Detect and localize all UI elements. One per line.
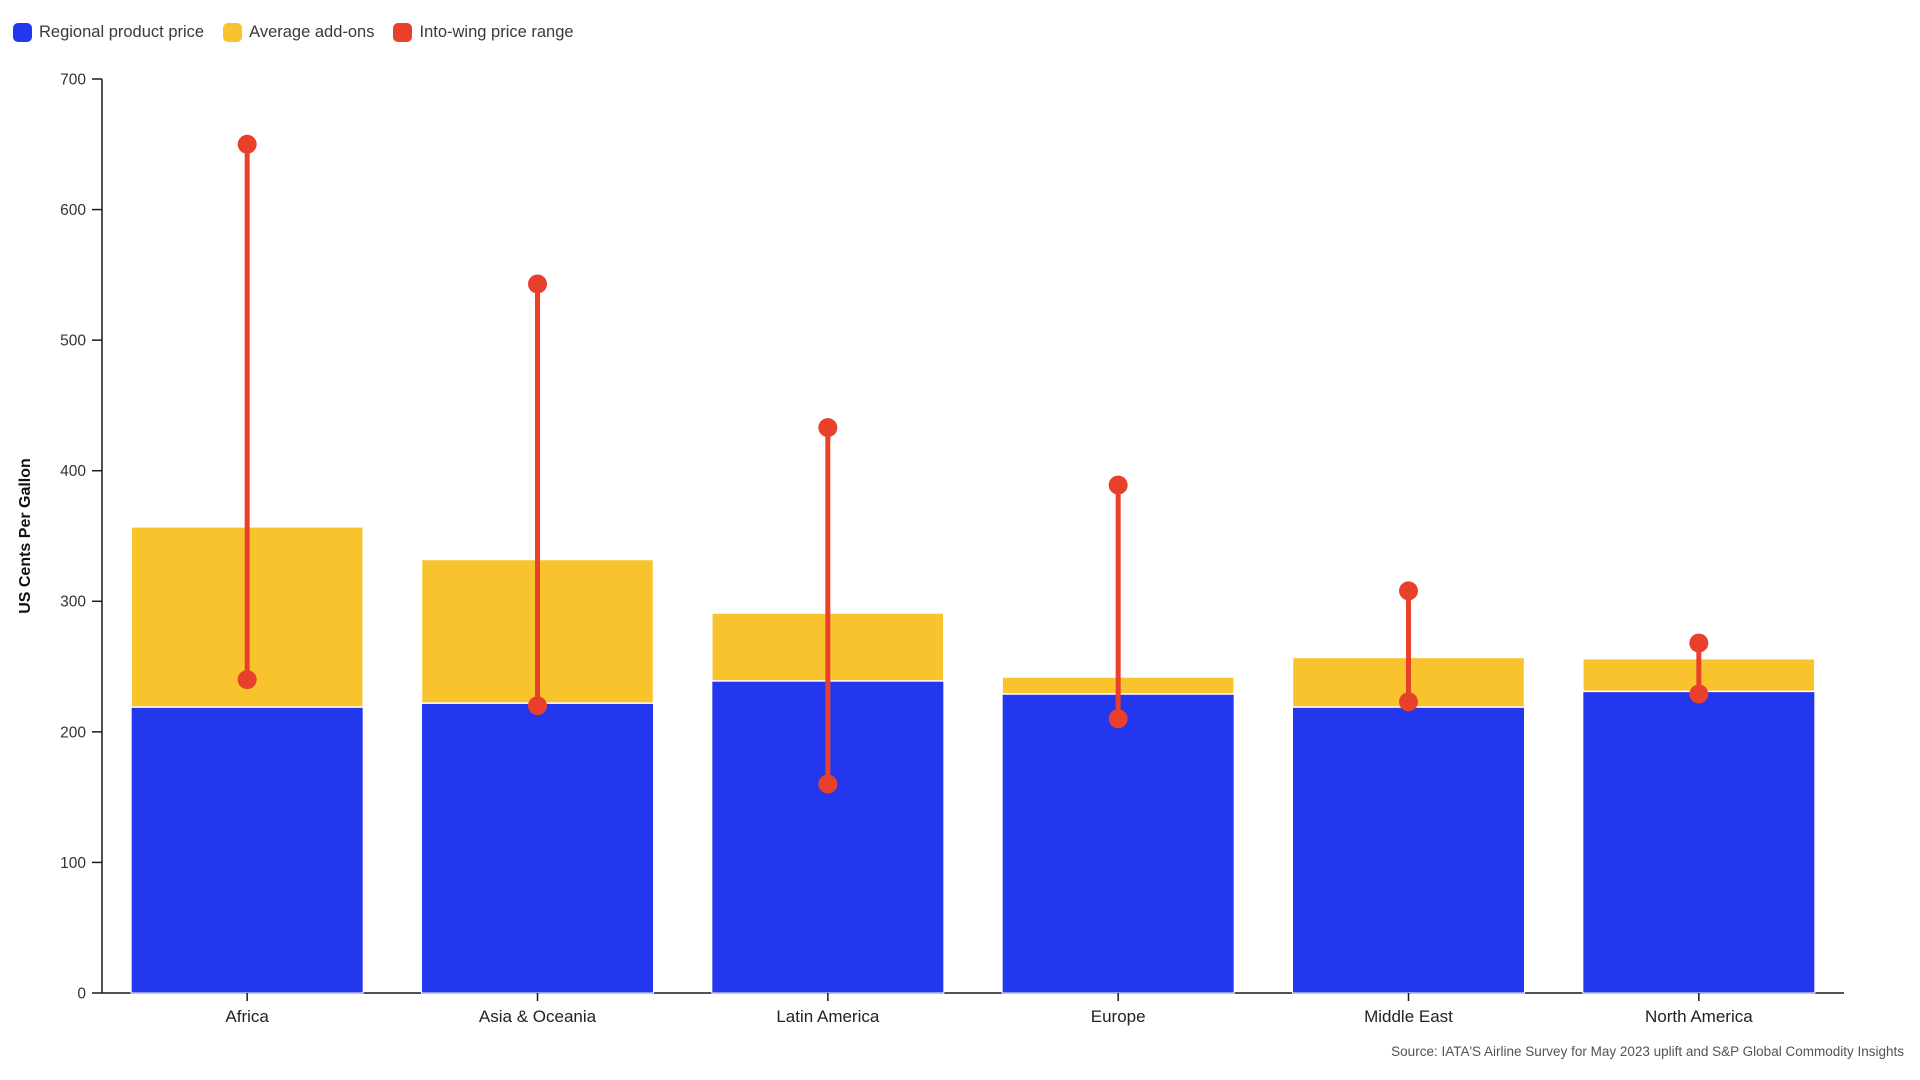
- x-category-label-africa: Africa: [225, 1007, 269, 1026]
- range-low-dot-latin-america[interactable]: [818, 774, 838, 794]
- range-high-dot-north-america[interactable]: [1689, 633, 1709, 653]
- range-low-dot-north-america[interactable]: [1689, 684, 1709, 704]
- y-tick-label-400: 400: [60, 463, 86, 480]
- bar-asia-oceania-regional-product-price[interactable]: [421, 702, 654, 994]
- y-tick-label-200: 200: [60, 724, 86, 741]
- legend-swatch-average-add-ons: [223, 23, 243, 42]
- legend-label-regional-product-price: Regional product price: [39, 23, 205, 41]
- legend-swatch-into-wing-price-range: [393, 23, 413, 42]
- source-note: Source: IATA'S Airline Survey for May 20…: [1391, 1044, 1904, 1059]
- bar-africa-regional-product-price[interactable]: [130, 706, 364, 994]
- range-low-dot-europe[interactable]: [1108, 709, 1128, 729]
- range-low-dot-africa[interactable]: [237, 670, 257, 690]
- range-low-dot-asia-oceania[interactable]: [528, 696, 547, 716]
- y-tick-label-700: 700: [60, 71, 86, 88]
- legend-swatch-regional-product-price: [13, 23, 32, 42]
- y-tick-label-500: 500: [60, 333, 86, 350]
- y-tick-label-100: 100: [60, 855, 86, 872]
- y-tick-label-300: 300: [60, 594, 86, 611]
- bar-europe-regional-product-price[interactable]: [1001, 693, 1235, 994]
- range-high-dot-asia-oceania[interactable]: [528, 274, 547, 294]
- x-category-label-middle-east: Middle East: [1364, 1007, 1453, 1026]
- y-axis-title: US Cents Per Gallon: [17, 458, 34, 614]
- x-category-label-asia-oceania: Asia & Oceania: [479, 1007, 597, 1026]
- y-tick-label-600: 600: [60, 202, 86, 219]
- bar-north-america-regional-product-price[interactable]: [1582, 690, 1816, 994]
- range-high-dot-europe[interactable]: [1108, 475, 1128, 495]
- legend-item-regional-product-price[interactable]: Regional product price: [13, 23, 204, 42]
- x-category-label-europe: Europe: [1091, 1007, 1146, 1026]
- range-high-dot-africa[interactable]: [237, 134, 257, 154]
- bar-middle-east-regional-product-price[interactable]: [1292, 706, 1525, 994]
- range-low-dot-middle-east[interactable]: [1399, 692, 1418, 712]
- range-high-dot-latin-america[interactable]: [818, 418, 838, 438]
- y-tick-label-0: 0: [77, 985, 86, 1002]
- legend-label-average-add-ons: Average add-ons: [249, 23, 375, 41]
- legend: Regional product price Average add-ons I…: [13, 23, 574, 42]
- legend-item-into-wing-price-range[interactable]: Into-wing price range: [393, 23, 574, 42]
- x-category-label-latin-america: Latin America: [776, 1007, 880, 1026]
- legend-label-into-wing-price-range: Into-wing price range: [419, 23, 574, 41]
- range-high-dot-middle-east[interactable]: [1399, 581, 1418, 601]
- x-category-label-north-america: North America: [1645, 1007, 1753, 1026]
- legend-item-average-add-ons[interactable]: Average add-ons: [223, 23, 374, 42]
